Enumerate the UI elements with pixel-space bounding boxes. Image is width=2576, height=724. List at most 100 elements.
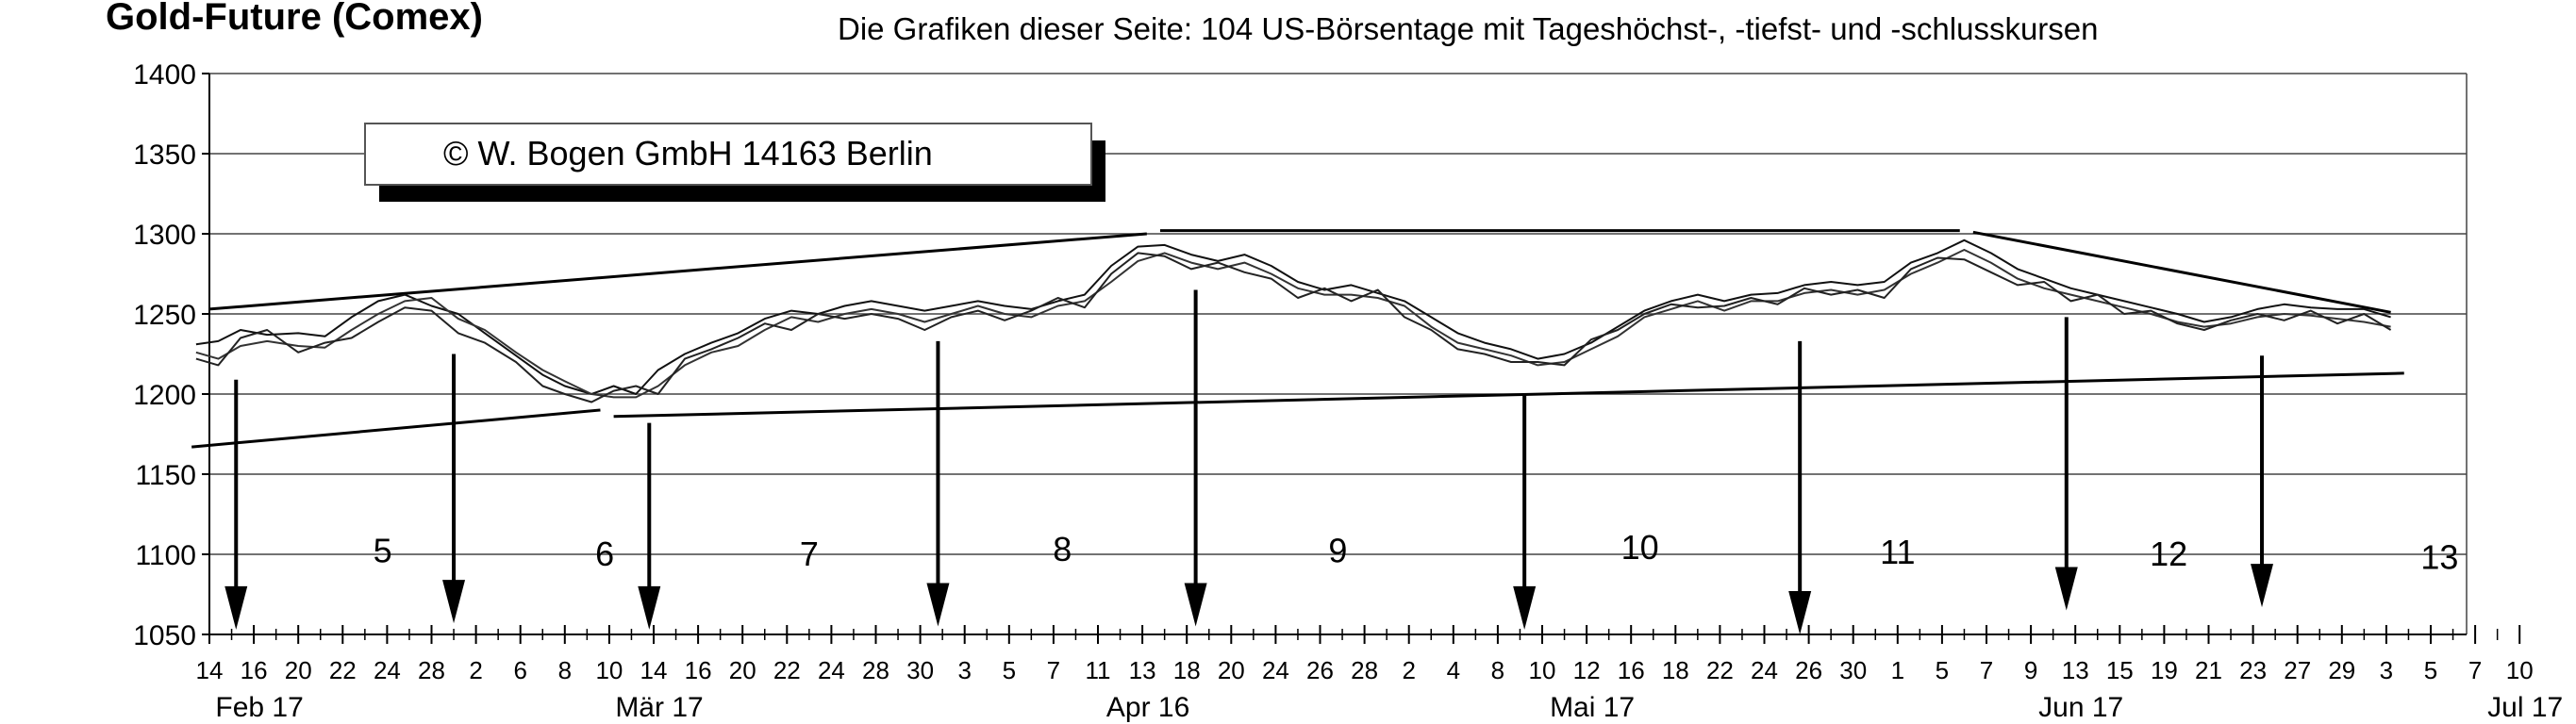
arrow-head — [1513, 585, 1537, 630]
cycle-label: 12 — [2150, 535, 2187, 573]
x-tick-label: 12 — [1573, 656, 1601, 684]
y-tick-label: 1100 — [135, 540, 196, 571]
x-tick-label: 21 — [2195, 656, 2222, 684]
x-tick-label: 20 — [285, 656, 312, 684]
price-line — [195, 239, 2391, 395]
x-tick-label: 26 — [1306, 656, 1334, 684]
y-tick-label: 1200 — [133, 380, 196, 411]
chart-title: Gold-Future (Comex) — [106, 0, 483, 38]
x-tick-label: 8 — [558, 656, 572, 684]
copyright-box: © W. Bogen GmbH 14163 Berlin — [364, 123, 1105, 202]
price-series — [195, 239, 2392, 403]
x-tick-label: 1 — [1891, 656, 1904, 684]
x-tick-label: 2 — [1402, 656, 1415, 684]
month-label: Mär 17 — [615, 692, 703, 723]
x-tick-label: 28 — [1351, 656, 1378, 684]
arrow-head — [2251, 564, 2274, 608]
x-tick-label: 23 — [2239, 656, 2267, 684]
trendline — [613, 371, 2404, 419]
x-tick-label: 22 — [1706, 656, 1734, 684]
x-tick-label: 4 — [1447, 656, 1460, 684]
x-tick-label: 10 — [595, 656, 623, 684]
arrow-head — [1184, 583, 1207, 627]
x-tick-label: 11 — [1086, 656, 1111, 684]
y-tick-label: 1050 — [133, 620, 196, 651]
x-tick-label: 20 — [1218, 656, 1245, 684]
x-tick-label: 7 — [1047, 656, 1060, 684]
chart-subtitle: Die Grafiken dieser Seite: 104 US-Börsen… — [838, 11, 2099, 46]
month-label: Feb 17 — [215, 692, 303, 723]
cycle-label: 9 — [1328, 532, 1347, 570]
x-tick-label: 3 — [2380, 656, 2393, 684]
x-tick-label: 30 — [1839, 656, 1867, 684]
x-tick-label: 28 — [418, 656, 445, 684]
x-tick-label: 24 — [374, 656, 401, 684]
copyright-frame — [364, 123, 1092, 186]
cycle-label: 8 — [1053, 530, 1072, 568]
x-tick-label: 14 — [640, 656, 668, 684]
y-tick-label: 1400 — [133, 59, 196, 90]
month-label: Jul 17 — [2487, 692, 2563, 723]
y-tick-label: 1150 — [135, 460, 196, 491]
y-tick-label: 1350 — [133, 140, 196, 171]
arrow-head — [2054, 567, 2078, 611]
x-tick-label: 15 — [2106, 656, 2134, 684]
cycle-label: 10 — [1621, 528, 1659, 567]
x-tick-label: 3 — [957, 656, 971, 684]
x-tick-label: 10 — [2506, 656, 2534, 684]
x-tick-label: 7 — [1980, 656, 1993, 684]
x-tick-label: 18 — [1662, 656, 1689, 684]
cycle-label: 5 — [374, 532, 392, 570]
axes — [202, 73, 2521, 644]
x-tick-label: 2 — [469, 656, 482, 684]
cycle-label: 11 — [1880, 533, 1915, 571]
month-label: Apr 16 — [1106, 692, 1189, 723]
x-tick-label: 27 — [2284, 656, 2311, 684]
arrow-head — [1788, 591, 1812, 634]
cycle-label: 6 — [595, 535, 614, 573]
cycle-arrows — [224, 289, 2274, 634]
arrow-head — [442, 580, 466, 624]
trendline — [208, 232, 1147, 311]
cycle-label: 13 — [2420, 537, 2458, 576]
x-tick-label: 14 — [196, 656, 224, 684]
x-tick-label: 5 — [1003, 656, 1016, 684]
x-tick-label: 9 — [2024, 656, 2037, 684]
price-line — [195, 249, 2391, 399]
x-tick-label: 5 — [1936, 656, 1949, 684]
x-tick-label: 24 — [1262, 656, 1289, 684]
x-tick-label: 19 — [2151, 656, 2178, 684]
x-tick-label: 26 — [1795, 656, 1822, 684]
x-tick-label: 18 — [1173, 656, 1201, 684]
x-tick-label: 16 — [1618, 656, 1645, 684]
x-tick-label: 28 — [862, 656, 889, 684]
trendline — [1972, 230, 2391, 314]
x-tick-label: 22 — [773, 656, 801, 684]
cycle-label: 7 — [800, 535, 819, 573]
x-tick-label: 10 — [1529, 656, 1556, 684]
x-tick-label: 13 — [2062, 656, 2089, 684]
x-tick-label: 30 — [906, 656, 934, 684]
x-tick-label: 16 — [241, 656, 268, 684]
x-tick-label: 16 — [685, 656, 712, 684]
x-tick-label: 24 — [818, 656, 845, 684]
arrow-head — [926, 583, 950, 627]
arrow-head — [638, 585, 661, 630]
copyright-text: © W. Bogen GmbH 14163 Berlin — [443, 134, 933, 173]
x-tick-label: 7 — [2468, 656, 2482, 684]
trendline — [191, 408, 601, 449]
y-tick-label: 1250 — [133, 300, 196, 331]
trendlines — [191, 229, 2404, 449]
month-label: Jun 17 — [2038, 692, 2123, 723]
x-tick-label: 8 — [1491, 656, 1504, 684]
x-tick-label: 24 — [1751, 656, 1778, 684]
x-tick-label: 22 — [329, 656, 357, 684]
x-tick-label: 13 — [1129, 656, 1156, 684]
x-tick-label: 6 — [513, 656, 526, 684]
y-tick-label: 1300 — [133, 220, 196, 251]
month-label: Mai 17 — [1550, 692, 1635, 723]
x-tick-label: 20 — [729, 656, 756, 684]
price-line — [195, 252, 2392, 403]
